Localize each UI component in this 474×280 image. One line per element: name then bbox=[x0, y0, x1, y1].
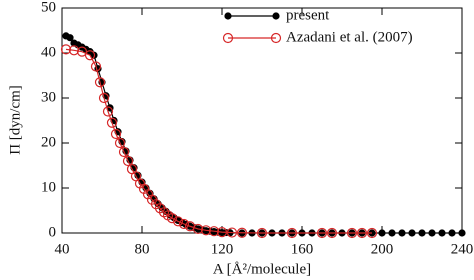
y-axis-label: Π [dyn/cm] bbox=[7, 85, 23, 155]
data-point bbox=[122, 155, 134, 167]
data-point bbox=[256, 227, 268, 239]
data-point bbox=[286, 227, 298, 239]
data-point bbox=[378, 229, 386, 237]
data-point bbox=[216, 227, 228, 238]
x-tick-label: 200 bbox=[371, 241, 394, 257]
data-point bbox=[178, 218, 190, 230]
data-point bbox=[90, 61, 102, 72]
data-point bbox=[94, 77, 106, 88]
x-tick-label: 80 bbox=[135, 241, 150, 257]
data-point bbox=[408, 229, 416, 237]
series-line bbox=[65, 35, 462, 234]
y-tick-label: 0 bbox=[49, 224, 57, 240]
data-point bbox=[418, 229, 426, 237]
x-axis-label: A [Å²/molecule] bbox=[213, 261, 311, 277]
data-point bbox=[448, 229, 456, 237]
y-tick-label: 50 bbox=[41, 0, 56, 15]
data-point bbox=[326, 227, 338, 239]
data-point bbox=[316, 227, 328, 239]
legend-marker bbox=[270, 32, 282, 44]
data-point bbox=[118, 146, 130, 158]
data-point bbox=[166, 213, 178, 224]
legend-marker bbox=[222, 32, 234, 44]
data-point bbox=[236, 227, 248, 238]
data-point bbox=[66, 34, 74, 42]
data-point bbox=[458, 229, 466, 237]
y-tick-label: 30 bbox=[41, 89, 56, 105]
data-point bbox=[208, 226, 220, 237]
data-point bbox=[68, 45, 80, 56]
data-point bbox=[110, 128, 122, 140]
data-point bbox=[428, 229, 436, 237]
data-point bbox=[388, 229, 396, 237]
series-line bbox=[65, 48, 372, 234]
legend-label: Azadani et al. (2007) bbox=[286, 29, 413, 45]
data-point bbox=[98, 92, 110, 104]
x-tick-label: 160 bbox=[291, 241, 314, 257]
data-point bbox=[106, 117, 118, 128]
y-tick-label: 40 bbox=[41, 44, 56, 60]
x-tick-label: 120 bbox=[211, 241, 234, 257]
data-point bbox=[114, 137, 126, 149]
legend-marker bbox=[224, 12, 232, 20]
x-tick-label: 40 bbox=[55, 241, 70, 257]
data-point bbox=[192, 223, 204, 235]
data-point bbox=[398, 229, 406, 237]
data-point bbox=[84, 50, 96, 61]
y-tick-label: 20 bbox=[41, 134, 56, 150]
data-point bbox=[438, 229, 446, 237]
data-point bbox=[356, 227, 368, 239]
x-tick-label: 240 bbox=[451, 241, 474, 257]
data-point bbox=[366, 227, 378, 239]
y-tick-label: 10 bbox=[41, 179, 56, 195]
legend-marker bbox=[272, 12, 280, 20]
data-point bbox=[200, 225, 212, 236]
data-point bbox=[102, 106, 114, 117]
data-point bbox=[346, 227, 358, 239]
data-point bbox=[172, 216, 184, 227]
data-point bbox=[60, 44, 72, 55]
data-point bbox=[226, 227, 238, 238]
legend-label: present bbox=[286, 7, 330, 23]
